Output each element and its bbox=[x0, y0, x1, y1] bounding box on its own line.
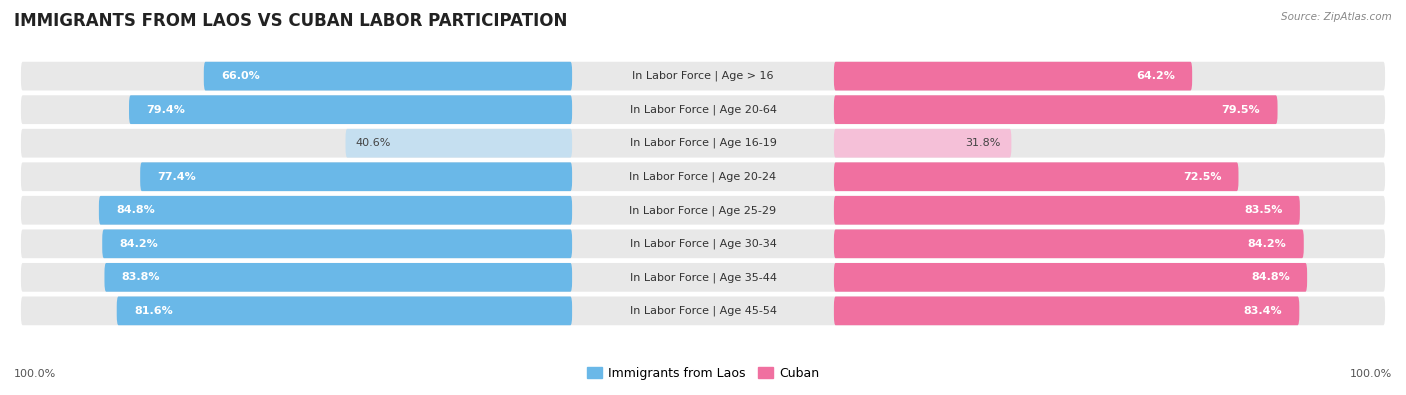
FancyBboxPatch shape bbox=[21, 263, 1385, 292]
Text: 77.4%: 77.4% bbox=[157, 172, 197, 182]
FancyBboxPatch shape bbox=[21, 162, 1385, 191]
FancyBboxPatch shape bbox=[21, 229, 1385, 258]
FancyBboxPatch shape bbox=[117, 297, 572, 325]
FancyBboxPatch shape bbox=[834, 95, 1278, 124]
Text: In Labor Force | Age > 16: In Labor Force | Age > 16 bbox=[633, 71, 773, 81]
FancyBboxPatch shape bbox=[834, 196, 1301, 225]
Text: 81.6%: 81.6% bbox=[134, 306, 173, 316]
FancyBboxPatch shape bbox=[98, 196, 572, 225]
Text: 64.2%: 64.2% bbox=[1136, 71, 1175, 81]
Text: 84.2%: 84.2% bbox=[1247, 239, 1286, 249]
Text: In Labor Force | Age 25-29: In Labor Force | Age 25-29 bbox=[630, 205, 776, 216]
FancyBboxPatch shape bbox=[834, 129, 1011, 158]
FancyBboxPatch shape bbox=[129, 95, 572, 124]
Text: In Labor Force | Age 20-64: In Labor Force | Age 20-64 bbox=[630, 104, 776, 115]
FancyBboxPatch shape bbox=[21, 129, 1385, 158]
FancyBboxPatch shape bbox=[21, 95, 1385, 124]
Text: 83.5%: 83.5% bbox=[1244, 205, 1282, 215]
Text: 84.8%: 84.8% bbox=[117, 205, 155, 215]
Text: 79.5%: 79.5% bbox=[1222, 105, 1260, 115]
FancyBboxPatch shape bbox=[21, 297, 1385, 325]
Text: In Labor Force | Age 16-19: In Labor Force | Age 16-19 bbox=[630, 138, 776, 149]
Text: 83.4%: 83.4% bbox=[1243, 306, 1282, 316]
Text: In Labor Force | Age 35-44: In Labor Force | Age 35-44 bbox=[630, 272, 776, 282]
Text: 84.2%: 84.2% bbox=[120, 239, 159, 249]
Text: 31.8%: 31.8% bbox=[966, 138, 1001, 148]
Text: 83.8%: 83.8% bbox=[122, 272, 160, 282]
FancyBboxPatch shape bbox=[834, 62, 1192, 90]
FancyBboxPatch shape bbox=[21, 196, 1385, 225]
FancyBboxPatch shape bbox=[103, 229, 572, 258]
FancyBboxPatch shape bbox=[204, 62, 572, 90]
Text: 40.6%: 40.6% bbox=[356, 138, 391, 148]
Text: In Labor Force | Age 30-34: In Labor Force | Age 30-34 bbox=[630, 239, 776, 249]
Text: IMMIGRANTS FROM LAOS VS CUBAN LABOR PARTICIPATION: IMMIGRANTS FROM LAOS VS CUBAN LABOR PART… bbox=[14, 12, 568, 30]
FancyBboxPatch shape bbox=[834, 162, 1239, 191]
FancyBboxPatch shape bbox=[834, 297, 1299, 325]
Text: In Labor Force | Age 45-54: In Labor Force | Age 45-54 bbox=[630, 306, 776, 316]
FancyBboxPatch shape bbox=[834, 229, 1303, 258]
Text: 72.5%: 72.5% bbox=[1182, 172, 1222, 182]
FancyBboxPatch shape bbox=[346, 129, 572, 158]
Text: 79.4%: 79.4% bbox=[146, 105, 186, 115]
FancyBboxPatch shape bbox=[141, 162, 572, 191]
Text: Source: ZipAtlas.com: Source: ZipAtlas.com bbox=[1281, 12, 1392, 22]
Text: 100.0%: 100.0% bbox=[14, 369, 56, 379]
FancyBboxPatch shape bbox=[21, 62, 1385, 90]
FancyBboxPatch shape bbox=[104, 263, 572, 292]
Text: 84.8%: 84.8% bbox=[1251, 272, 1289, 282]
Text: In Labor Force | Age 20-24: In Labor Force | Age 20-24 bbox=[630, 171, 776, 182]
Text: 66.0%: 66.0% bbox=[221, 71, 260, 81]
Text: 100.0%: 100.0% bbox=[1350, 369, 1392, 379]
Legend: Immigrants from Laos, Cuban: Immigrants from Laos, Cuban bbox=[582, 362, 824, 385]
FancyBboxPatch shape bbox=[834, 263, 1308, 292]
